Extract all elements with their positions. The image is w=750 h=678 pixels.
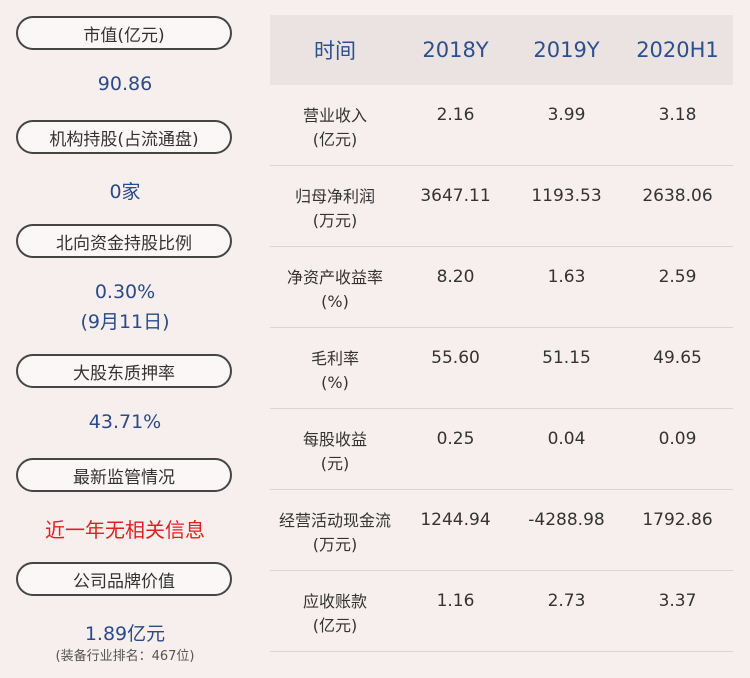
table-header: 时间 2018Y 2019Y 2020H1	[270, 15, 733, 85]
pledge-rate-value: 43.71%	[88, 411, 162, 433]
brand-value-value: 1.89亿元	[84, 623, 166, 645]
table-row: 毛利率 (%) 55.60 51.15 49.65	[270, 328, 733, 409]
market-cap-value: 90.86	[97, 73, 153, 95]
cell-2020h1: 3.18	[658, 105, 697, 125]
cell-2018y: 2.16	[436, 105, 475, 125]
metric-name: 每股收益	[302, 430, 367, 449]
cell-2018y: 3647.11	[420, 186, 491, 206]
brand-value-rank-note: (装备行业排名：467位)	[55, 649, 195, 664]
cell-2018y: 1244.94	[420, 510, 491, 530]
market-cap-label: 市值(亿元)	[16, 16, 232, 50]
institutional-holding-label: 机构持股(占流通盘)	[16, 120, 232, 154]
regulatory-status-label: 最新监管情况	[16, 458, 232, 492]
metric-unit: (亿元)	[312, 130, 358, 149]
header-2020h1: 2020H1	[636, 38, 719, 62]
institutional-holding-value: 0家	[109, 181, 141, 203]
cell-2020h1: 2638.06	[642, 186, 713, 206]
cell-2019y: 51.15	[542, 348, 591, 368]
cell-2020h1: 0.09	[658, 429, 697, 449]
cell-2018y: 8.20	[436, 267, 475, 287]
metric-unit: (万元)	[312, 535, 358, 554]
brand-value-label: 公司品牌价值	[16, 562, 232, 596]
cell-2019y: -4288.98	[528, 510, 605, 530]
cell-2018y: 0.25	[436, 429, 475, 449]
metric-name: 营业收入	[302, 106, 367, 125]
row-label: 营业收入 (亿元)	[270, 85, 400, 152]
metric-unit: (万元)	[312, 211, 358, 230]
table-row: 归母净利润 (万元) 3647.11 1193.53 2638.06	[270, 166, 733, 247]
cell-2020h1: 49.65	[653, 348, 702, 368]
row-label: 每股收益 (元)	[270, 409, 400, 476]
pledge-rate-label: 大股东质押率	[16, 354, 232, 388]
metric-unit: (元)	[320, 454, 350, 473]
row-label: 毛利率 (%)	[270, 328, 400, 395]
cell-2019y: 3.99	[547, 105, 586, 125]
cell-2018y: 1.16	[436, 591, 475, 611]
metric-unit: (亿元)	[312, 616, 358, 635]
table-row: 经营活动现金流 (万元) 1244.94 -4288.98 1792.86	[270, 490, 733, 571]
northbound-ratio-label: 北向资金持股比例	[16, 224, 232, 258]
metric-name: 经营活动现金流	[278, 511, 391, 530]
table-row: 营业收入 (亿元) 2.16 3.99 3.18	[270, 85, 733, 166]
row-label: 净资产收益率 (%)	[270, 247, 400, 314]
metric-name: 毛利率	[310, 349, 359, 368]
cell-2020h1: 3.37	[658, 591, 697, 611]
metric-name: 净资产收益率	[286, 268, 383, 287]
cell-2019y: 1.63	[547, 267, 586, 287]
cell-2020h1: 2.59	[658, 267, 697, 287]
table-row: 每股收益 (元) 0.25 0.04 0.09	[270, 409, 733, 490]
row-label: 经营活动现金流 (万元)	[270, 490, 400, 557]
row-label: 应收账款 (亿元)	[270, 571, 400, 638]
row-label: 归母净利润 (万元)	[270, 166, 400, 233]
table-row: 应收账款 (亿元) 1.16 2.73 3.37	[270, 571, 733, 652]
cell-2019y: 0.04	[547, 429, 586, 449]
header-2018y: 2018Y	[422, 38, 489, 62]
cell-2019y: 2.73	[547, 591, 586, 611]
header-2019y: 2019Y	[533, 38, 600, 62]
summary-panel: 市值(亿元) 90.86 机构持股(占流通盘) 0家 北向资金持股比例 0.30…	[0, 0, 250, 678]
regulatory-status-value: 近一年无相关信息	[45, 518, 205, 542]
metric-name: 应收账款	[302, 592, 367, 611]
northbound-ratio-value: 0.30%	[94, 281, 156, 303]
cell-2018y: 55.60	[431, 348, 480, 368]
metric-name: 归母净利润	[294, 187, 375, 206]
header-period: 时间	[314, 39, 356, 63]
cell-2019y: 1193.53	[531, 186, 602, 206]
table-row: 净资产收益率 (%) 8.20 1.63 2.59	[270, 247, 733, 328]
metric-unit: (%)	[321, 292, 349, 311]
financial-table: 时间 2018Y 2019Y 2020H1 营业收入 (亿元) 2.16 3.99…	[270, 15, 733, 652]
cell-2020h1: 1792.86	[642, 510, 713, 530]
metric-unit: (%)	[321, 373, 349, 392]
northbound-ratio-date: (9月11日)	[80, 311, 170, 333]
